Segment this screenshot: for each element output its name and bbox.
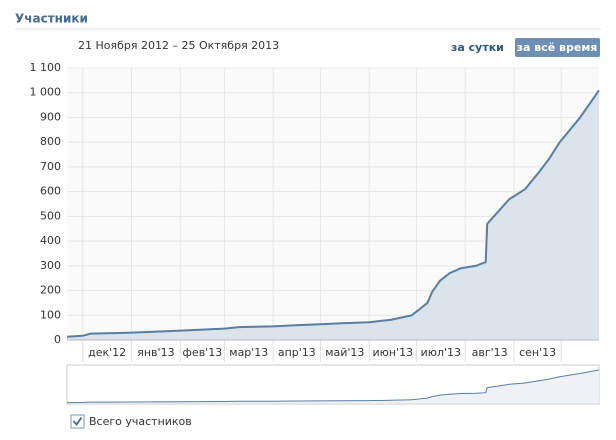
x-tick-label: апр'13	[278, 346, 316, 359]
checkmark	[72, 416, 83, 426]
area-fill	[67, 90, 599, 340]
x-tick-label: сен'13	[519, 346, 556, 359]
y-tick-label: 0	[54, 333, 61, 346]
x-tick-label: авг'13	[472, 346, 508, 359]
y-tick-label: 200	[40, 284, 61, 297]
y-tick-label: 500	[40, 209, 61, 222]
y-tick-label: 1 000	[30, 86, 62, 99]
y-tick-label: 400	[40, 234, 61, 247]
navigator-line	[66, 369, 600, 404]
y-tick-label: 900	[40, 110, 61, 123]
legend-label: Всего участников	[89, 415, 192, 428]
y-tick-label: 700	[40, 160, 61, 173]
y-tick-label: 1 100	[30, 61, 62, 74]
navigator-area	[67, 369, 599, 403]
y-tick-label: 800	[40, 135, 61, 148]
chart-title: Участники	[15, 12, 88, 26]
x-tick-label: июн'13	[372, 346, 413, 359]
x-tick-label: мар'13	[229, 346, 268, 359]
y-tick-label: 300	[40, 259, 61, 272]
y-tick-label: 100	[40, 308, 61, 321]
series-line	[66, 89, 600, 338]
x-tick-label: май'13	[325, 346, 364, 359]
day-button[interactable]: за сутки	[451, 41, 504, 54]
x-tick-label: дек'12	[88, 346, 126, 359]
all-time-button-bg[interactable]	[515, 38, 600, 57]
y-tick-label: 600	[40, 185, 61, 198]
x-tick-label: фев'13	[183, 346, 223, 359]
all-time-button[interactable]: за всё время	[517, 41, 598, 54]
x-tick-label: июл'13	[421, 346, 461, 359]
x-tick-label: янв'13	[137, 346, 174, 359]
date-range: 21 Ноября 2012 – 25 Октября 2013	[78, 39, 279, 52]
